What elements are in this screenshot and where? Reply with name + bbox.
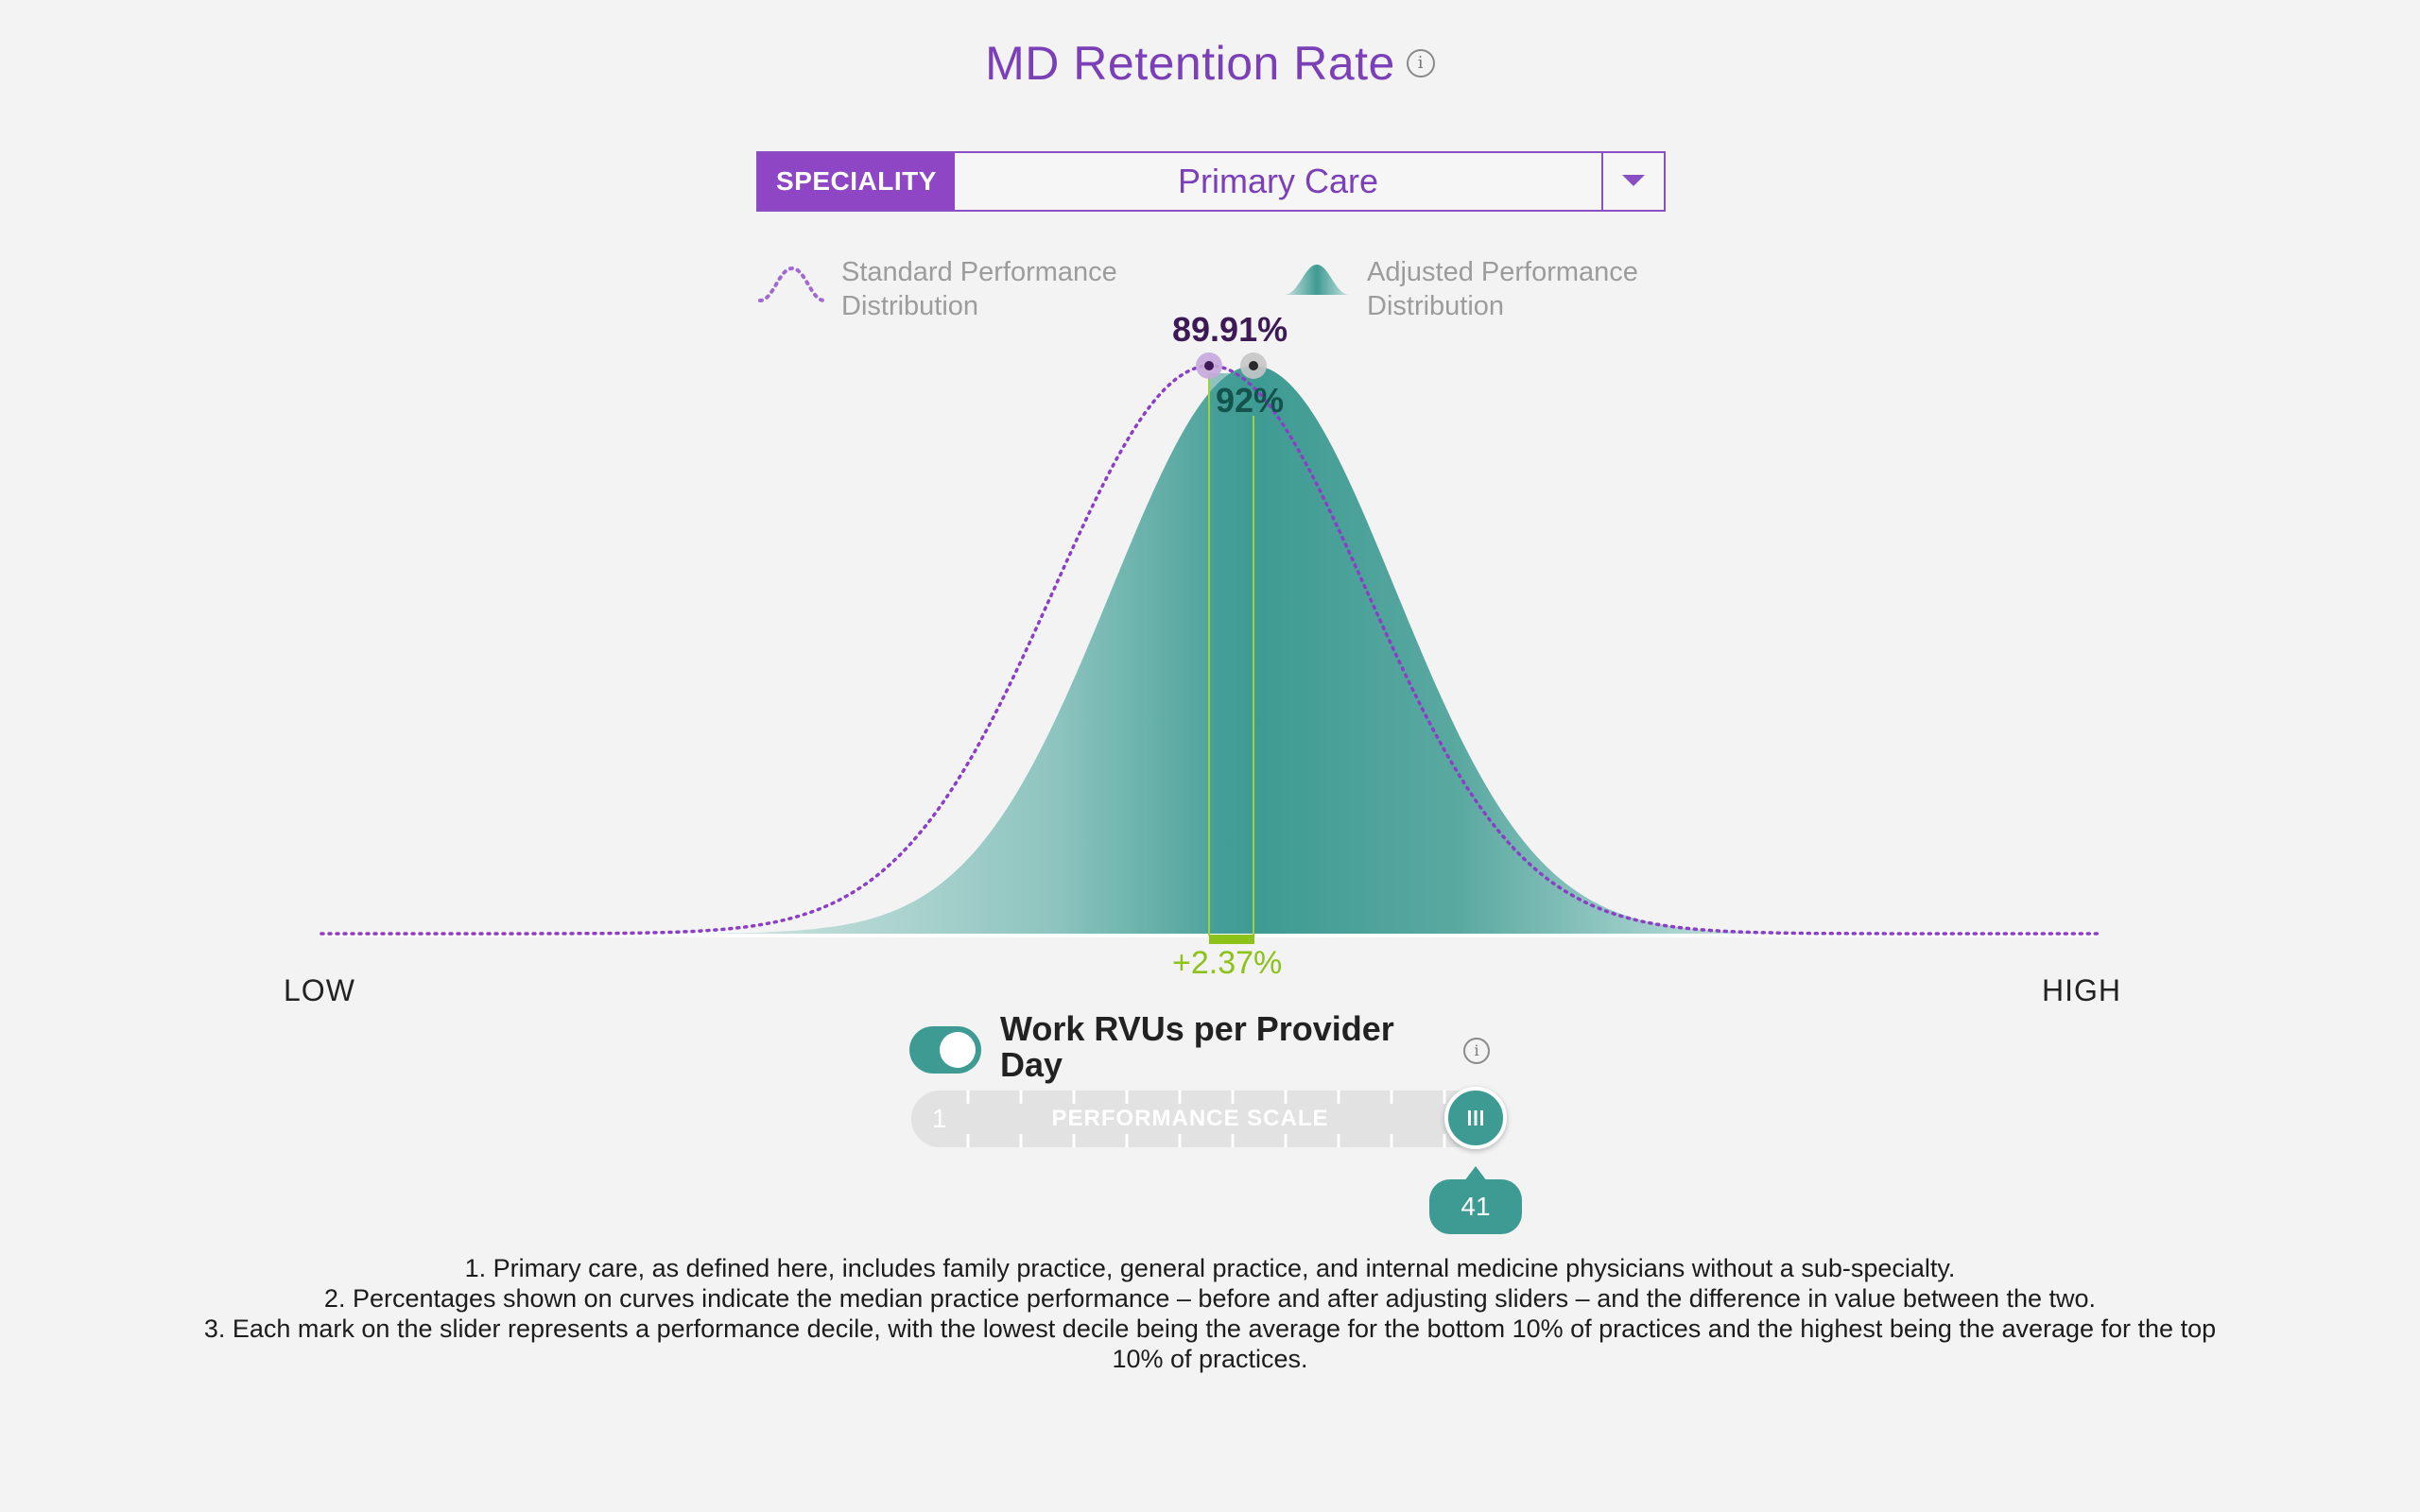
dotted-curve-icon: [758, 266, 826, 302]
adjusted-distribution-area: [662, 366, 1853, 935]
info-icon[interactable]: i: [1406, 48, 1435, 77]
page-title-text: MD Retention Rate: [985, 37, 1395, 90]
slider-title-line1: Work RVUs per Provider: [1000, 1009, 1394, 1048]
legend-standard-line1: Standard Performance: [841, 257, 1117, 287]
speciality-select[interactable]: SPECIALITY Primary Care: [756, 151, 1666, 212]
page-title: MD Retention Rate i: [0, 36, 2420, 91]
legend-adjusted-line1: Adjusted Performance: [1367, 257, 1638, 287]
caret-down-icon[interactable]: [1601, 153, 1664, 210]
adjusted-median-label: 92%: [1216, 381, 1285, 420]
adjusted-median-point[interactable]: [1249, 361, 1258, 370]
distribution-chart: [320, 352, 2100, 944]
legend-adjusted-line2: Distribution: [1367, 291, 1505, 321]
grip-icon: [1468, 1110, 1483, 1125]
difference-label: +2.37%: [1172, 945, 1283, 981]
standard-median-point[interactable]: [1204, 361, 1214, 370]
slider-enable-toggle[interactable]: [909, 1026, 981, 1074]
scale-label: PERFORMANCE SCALE: [1051, 1106, 1329, 1131]
filled-curve-icon: [1284, 265, 1350, 295]
slider-title: Work RVUs per Provider Day: [1000, 1011, 1416, 1083]
footnotes: 1. Primary care, as defined here, includ…: [180, 1253, 2240, 1374]
decile-ticks: [966, 1091, 1446, 1147]
median-shift-band: [1209, 373, 1254, 934]
axis-high-label: HIGH: [2042, 973, 2121, 1007]
footnote-2: 2. Percentages shown on curves indicate …: [323, 1284, 2097, 1313]
slider-handle[interactable]: [1444, 1087, 1507, 1149]
axis-low-label: LOW: [284, 973, 355, 1007]
footnote-1: 1. Primary care, as defined here, includ…: [464, 1254, 1956, 1282]
speciality-label: SPECIALITY: [758, 153, 955, 210]
toggle-knob: [940, 1032, 976, 1068]
legend-standard-line2: Distribution: [841, 291, 979, 321]
standard-median-label: 89.91%: [1172, 310, 1288, 349]
difference-marker: [1209, 935, 1254, 944]
slider-value-bubble: 41: [1429, 1166, 1522, 1234]
footnote-3: 3. Each mark on the slider represents a …: [203, 1314, 2217, 1373]
info-icon[interactable]: i: [1463, 1038, 1490, 1064]
scale-min-label: 1: [932, 1104, 947, 1133]
speciality-value[interactable]: Primary Care: [1177, 162, 1379, 200]
performance-scale-track[interactable]: 1 PERFORMANCE SCALE: [911, 1091, 1507, 1147]
slider-title-line2: Day: [1000, 1045, 1063, 1084]
